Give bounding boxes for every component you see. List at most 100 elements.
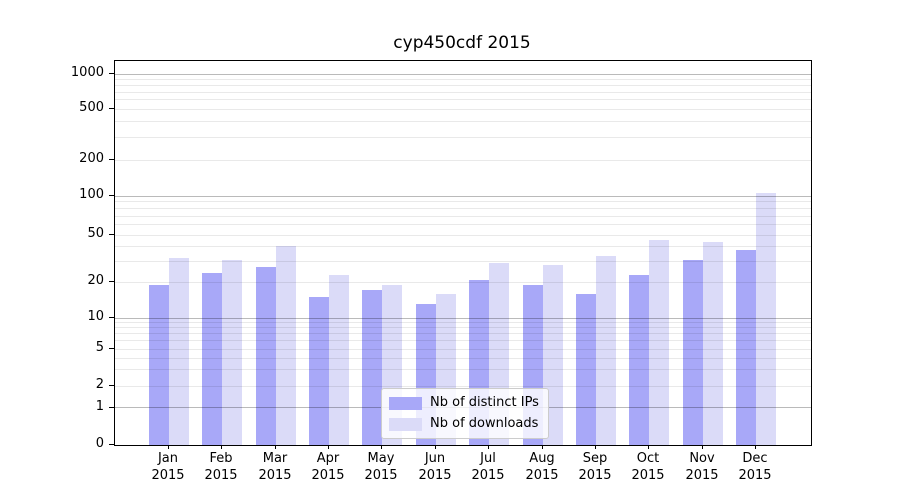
x-tick-dec [755,445,756,449]
x-tick-label-feb: Feb 2015 [191,450,251,484]
bar-distinct-ips-feb [202,272,223,445]
legend-swatch-downloads [389,417,422,431]
gridline-minor-9 [115,322,811,323]
x-tick-month: Jun [424,451,446,466]
gridline-minor-5 [115,349,811,350]
gridline-minor-7 [115,333,811,334]
y-tick-1 [109,407,115,408]
y-tick-label-20: 20 [87,273,104,288]
y-tick-label-200: 200 [79,151,104,166]
y-tick-label-1: 1 [95,399,104,414]
bar-distinct-ips-mar [255,266,276,445]
y-tick-100 [109,195,115,196]
x-tick-month: Jul [480,451,496,466]
x-tick-label-aug: Aug 2015 [512,450,572,484]
gridline-major-100 [115,196,811,197]
x-tick-month: Mar [262,451,288,466]
bar-downloads-dec [755,192,776,445]
gridline-minor-60 [115,224,811,225]
bar-downloads-apr [329,274,350,445]
chart-title: cyp450cdf 2015 [393,33,531,53]
y-tick-label-1000: 1000 [70,65,104,80]
plot-area: Nb of distinct IPs Nb of downloads [114,60,812,446]
x-tick-year: 2015 [151,468,185,483]
x-tick-month: Aug [529,451,555,466]
bar-distinct-ips-jan [149,284,169,445]
x-tick-jul [488,445,489,449]
bar-downloads-oct [649,240,670,445]
gridline-minor-500 [115,109,811,110]
y-tick-label-50: 50 [87,226,104,241]
gridline-minor-80 [115,208,811,209]
legend-item-downloads: Nb of downloads [389,416,539,432]
y-tick-1000 [109,73,115,74]
x-tick-aug [542,445,543,449]
y-tick-5 [109,348,115,349]
x-tick-year: 2015 [631,468,665,483]
y-tick-50 [109,234,115,235]
gridline-minor-8 [115,327,811,328]
legend-swatch-distinct-ips [389,396,422,410]
x-tick-year: 2015 [364,468,398,483]
gridline-minor-300 [115,137,811,138]
legend-label-downloads: Nb of downloads [430,416,539,431]
x-tick-year: 2015 [738,468,772,483]
x-tick-feb [221,445,222,449]
x-tick-month: Apr [316,451,340,466]
y-tick-label-10: 10 [87,309,104,324]
gridline-major-10 [115,318,811,319]
x-tick-label-nov: Nov 2015 [672,450,732,484]
x-tick-label-may: May 2015 [351,450,411,484]
legend-label-distinct-ips: Nb of distinct IPs [430,395,539,410]
x-tick-month: Feb [209,451,233,466]
y-tick-2 [109,385,115,386]
y-tick-label-2: 2 [95,377,104,392]
gridline-minor-900 [115,79,811,80]
x-tick-apr [328,445,329,449]
gridline-minor-700 [115,92,811,93]
x-tick-label-jun: Jun 2015 [405,450,465,484]
bar-downloads-sep [595,256,616,445]
gridline-minor-2 [115,386,811,387]
x-tick-nov [702,445,703,449]
x-tick-year: 2015 [311,468,345,483]
bar-distinct-ips-dec [735,250,756,445]
bar-downloads-feb [222,259,243,445]
x-tick-may [381,445,382,449]
x-tick-month: Oct [636,451,660,466]
gridline-minor-6 [115,340,811,341]
x-tick-year: 2015 [471,468,505,483]
x-tick-oct [648,445,649,449]
gridline-minor-20 [115,282,811,283]
y-tick-500 [109,108,115,109]
gridline-minor-50 [115,235,811,236]
bar-distinct-ips-oct [629,274,650,445]
y-tick-label-5: 5 [95,340,104,355]
x-tick-label-mar: Mar 2015 [245,450,305,484]
bar-distinct-ips-nov [682,259,703,445]
x-tick-jun [435,445,436,449]
bar-distinct-ips-may [362,290,383,445]
x-tick-label-apr: Apr 2015 [298,450,358,484]
gridline-minor-200 [115,160,811,161]
y-tick-label-500: 500 [79,100,104,115]
legend: Nb of distinct IPs Nb of downloads [381,388,549,439]
bar-distinct-ips-apr [309,296,330,445]
gridline-minor-90 [115,201,811,202]
gridline-minor-600 [115,99,811,100]
x-tick-label-jul: Jul 2015 [458,450,518,484]
gridline-minor-40 [115,246,811,247]
bar-downloads-mar [275,246,296,445]
gridline-minor-30 [115,261,811,262]
x-tick-month: Dec [742,451,768,466]
gridline-minor-70 [115,216,811,217]
x-tick-mar [275,445,276,449]
x-tick-label-dec: Dec 2015 [725,450,785,484]
gridline-major-1000 [115,74,811,75]
x-tick-year: 2015 [685,468,719,483]
bar-distinct-ips-sep [575,293,596,445]
y-tick-10 [109,317,115,318]
x-tick-year: 2015 [204,468,238,483]
x-tick-label-oct: Oct 2015 [618,450,678,484]
